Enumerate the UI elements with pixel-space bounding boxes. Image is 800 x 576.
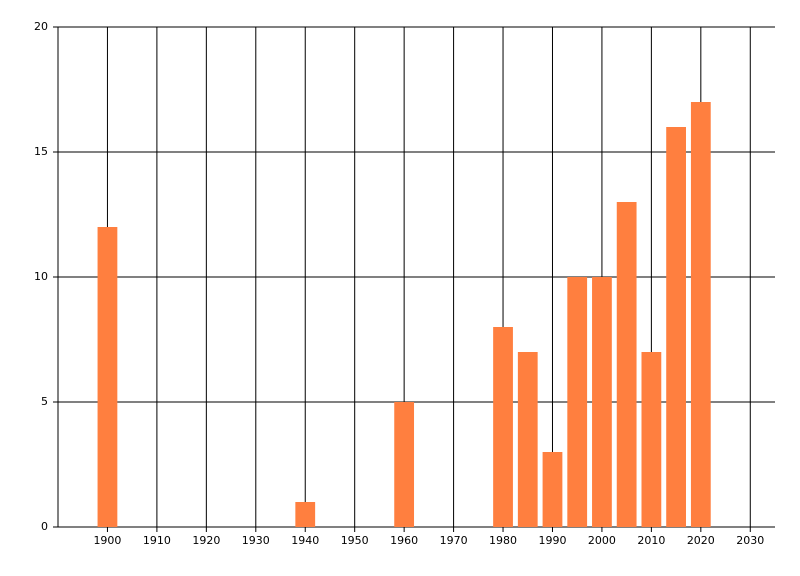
y-tick-label: 5 [41, 395, 48, 408]
x-tick-label: 1910 [143, 534, 171, 547]
bar [295, 502, 316, 527]
bar [542, 452, 563, 527]
x-tick-label: 1960 [390, 534, 418, 547]
bar [592, 277, 612, 527]
x-tick-label: 1920 [192, 534, 220, 547]
x-tick-label: 1980 [489, 534, 517, 547]
y-tick-label: 15 [34, 145, 48, 158]
x-tick-label: 2010 [637, 534, 665, 547]
x-tick-label: 1970 [440, 534, 468, 547]
bar [493, 327, 513, 527]
bar [690, 102, 711, 527]
y-tick-label: 0 [41, 520, 48, 533]
y-tick-label: 10 [34, 270, 48, 283]
x-tick-label: 2000 [588, 534, 616, 547]
x-tick-label: 1990 [538, 534, 566, 547]
bar [517, 352, 538, 527]
x-tick-label: 2030 [736, 534, 764, 547]
y-tick-label: 20 [34, 20, 48, 33]
x-tick-label: 2020 [687, 534, 715, 547]
x-tick-label: 1900 [93, 534, 121, 547]
bar [567, 277, 588, 527]
bar [97, 227, 118, 527]
bar [666, 127, 686, 527]
x-tick-label: 1930 [242, 534, 270, 547]
x-tick-label: 1940 [291, 534, 319, 547]
bar [641, 352, 662, 527]
bar [616, 202, 637, 527]
x-tick-label: 1950 [341, 534, 369, 547]
bar [394, 402, 415, 527]
